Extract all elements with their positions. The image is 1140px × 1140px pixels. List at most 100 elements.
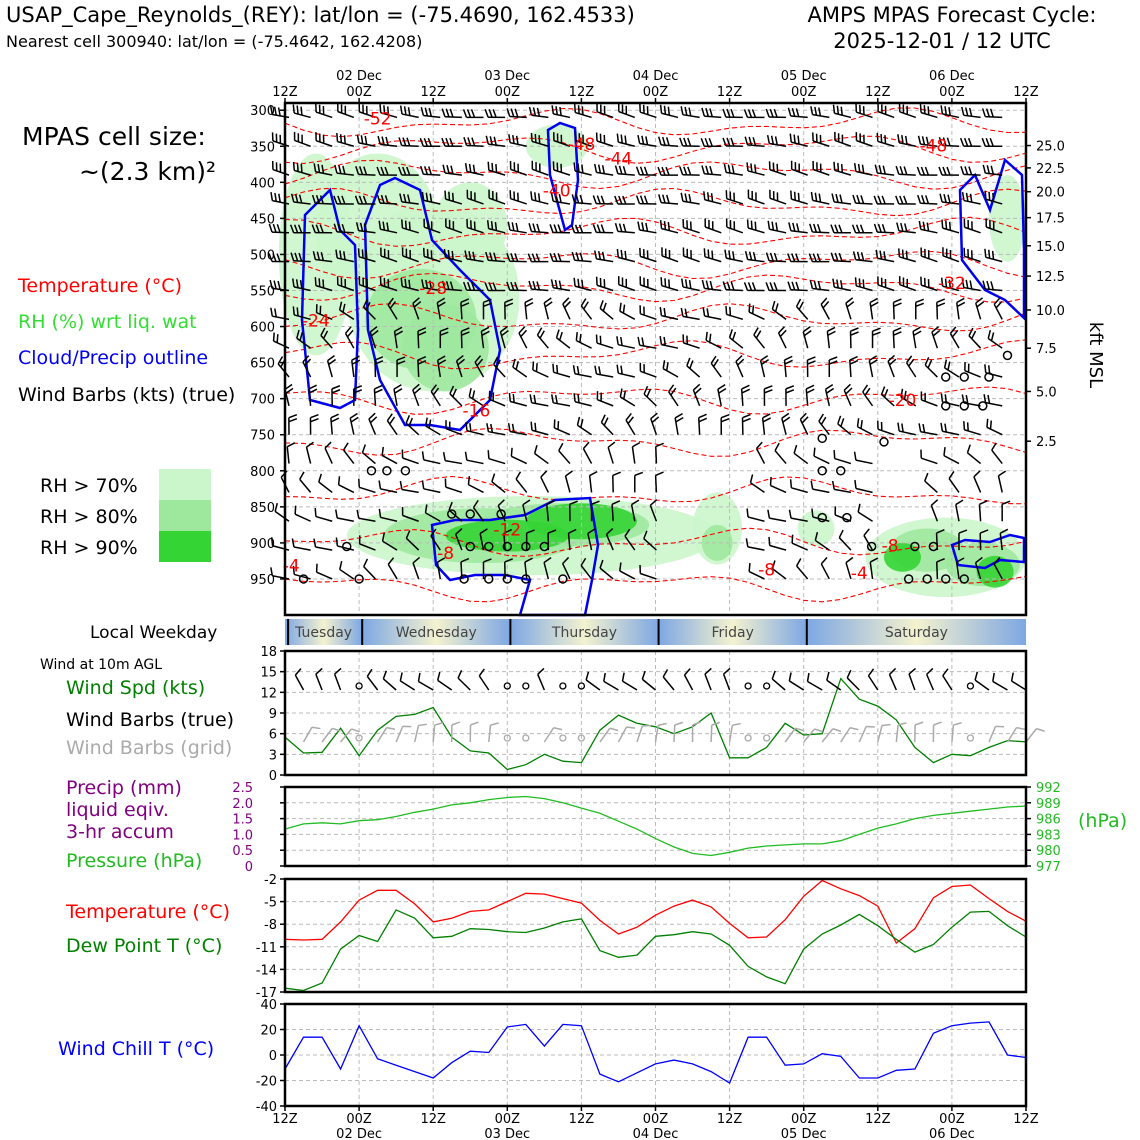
cycle-title: AMPS MPAS Forecast Cycle: — [808, 3, 1097, 27]
wind-barb-69 — [292, 161, 311, 176]
weekday-friday: Friday — [711, 625, 753, 641]
wind-barb-209 — [379, 276, 398, 292]
wind-barb-129 — [852, 194, 873, 205]
wind-barb-382 — [445, 420, 463, 436]
wind-barb-77 — [464, 162, 484, 176]
weekday-cell-4 — [806, 619, 1026, 645]
wind-barb-94 — [833, 161, 852, 176]
wind-barb-237 — [982, 280, 1003, 292]
wind-barb-210 — [400, 277, 419, 292]
wind-barb-256 — [659, 307, 679, 321]
chill-panel-ylabel-1: 20 — [260, 1024, 277, 1039]
wind-barb-319 — [552, 363, 571, 378]
wind-barb-487 — [857, 503, 873, 522]
wind-barb-261 — [771, 300, 787, 320]
wind-barb-517 — [958, 529, 968, 551]
temp-label-6: -32 — [938, 274, 966, 294]
wind-barb-477 — [568, 500, 578, 522]
wind-barb-36 — [315, 132, 333, 147]
wind-barb-273 — [296, 329, 312, 349]
wind-barb-39 — [377, 135, 398, 148]
calm-circle-15 — [521, 574, 531, 584]
wind-barb-252 — [580, 298, 593, 320]
top-tick-label-4: 12Z — [569, 85, 595, 100]
wind-barb-40 — [398, 137, 419, 148]
calm-circle-31 — [1002, 350, 1013, 361]
sfc-barb-19 — [621, 672, 638, 691]
wind-barb-532 — [543, 556, 552, 580]
station-title: USAP_Cape_Reynolds_(REY): lat/lon = (-75… — [6, 3, 635, 28]
wind-barb-404 — [918, 423, 938, 436]
wind-barb-26 — [832, 104, 852, 119]
wind-barb-54 — [700, 138, 722, 148]
wind-barb-431 — [853, 451, 873, 465]
wind-barb-97 — [895, 165, 916, 176]
wind-barb-242 — [362, 299, 376, 320]
rh-shading — [278, 124, 1026, 597]
calm-circle-25 — [940, 372, 951, 382]
wind-barb-184 — [571, 251, 592, 263]
wind-barb-139 — [333, 223, 354, 234]
wind-barb-174 — [357, 248, 376, 263]
bottom-tick-label-9: 00Z — [939, 1112, 965, 1127]
wind-barb-335 — [905, 355, 917, 378]
wind-barb-369 — [900, 388, 917, 407]
temp-label-12: -8 — [758, 560, 775, 580]
top-tick-label-8: 12Z — [865, 85, 891, 100]
wind-barb-18 — [659, 104, 679, 119]
wind-barb-456 — [789, 479, 808, 494]
wind-barb-394 — [720, 414, 730, 435]
precip-label-0: 2.5 — [232, 781, 253, 796]
wind-barb-121 — [680, 192, 700, 205]
wind-barb-451 — [612, 471, 621, 493]
wind-barb-320 — [572, 365, 592, 378]
wind-barb-368 — [880, 386, 895, 407]
weekday-saturday: Saturday — [885, 625, 948, 641]
calm-sfc-4 — [355, 682, 363, 690]
wind-barb-265 — [869, 297, 879, 320]
pressure-panel-frame — [283, 785, 1028, 868]
wind-barb-106 — [354, 195, 376, 205]
wind-barb-396 — [761, 413, 772, 435]
wind-barb-118 — [614, 195, 635, 205]
wind-barb-98 — [916, 166, 938, 176]
wind-barb-133 — [939, 193, 960, 205]
sfc-barb-6 — [382, 670, 397, 691]
wind-barb-519 — [999, 528, 1009, 551]
wind-barb-518 — [979, 529, 989, 551]
height-label-5: 12.5 — [1036, 270, 1065, 285]
wind-barb-423 — [607, 441, 616, 464]
sfc-barb-1 — [294, 668, 305, 691]
wind-barb-393 — [697, 413, 708, 435]
wind-barb-370 — [920, 391, 938, 407]
wind-barb-42 — [441, 137, 462, 148]
wind-barb-164 — [873, 223, 895, 234]
wind-barb-290 — [659, 336, 679, 349]
wind-barb-422 — [582, 441, 593, 464]
wind-barb-61 — [855, 132, 873, 147]
cell-size-value: ~(2.3 km)² — [79, 157, 216, 186]
wind-barb-497 — [381, 532, 398, 551]
wind-barb-436 — [280, 470, 290, 493]
wind-barb-295 — [777, 326, 787, 349]
wind-barb-383 — [465, 422, 484, 436]
wind-panel-ylabel-0: 0 — [269, 769, 277, 784]
calm-sfc-16 — [577, 682, 586, 690]
pressure-label-950: 950 — [250, 573, 275, 588]
wind-barb-531 — [524, 557, 533, 580]
pressure-label-500: 500 — [250, 248, 275, 263]
weekday-label: Local Weekday — [90, 623, 217, 643]
grid-barb-20 — [654, 722, 667, 743]
wind-barb-156 — [704, 218, 722, 234]
bottom-tick-label-8: 12Z — [865, 1112, 891, 1127]
height-label-4: 15.0 — [1036, 240, 1065, 255]
wind-barb-32 — [961, 106, 981, 119]
grid-barb-8 — [432, 722, 444, 743]
wind-barb-416 — [442, 452, 463, 465]
calm-sfc-25 — [744, 682, 752, 690]
wind-barb-264 — [845, 297, 855, 320]
wind-barb-445 — [467, 476, 484, 494]
wind-barb-475 — [522, 499, 531, 522]
legend-temperature: Temperature (°C) — [17, 275, 182, 297]
wind-barb-159 — [767, 220, 787, 234]
